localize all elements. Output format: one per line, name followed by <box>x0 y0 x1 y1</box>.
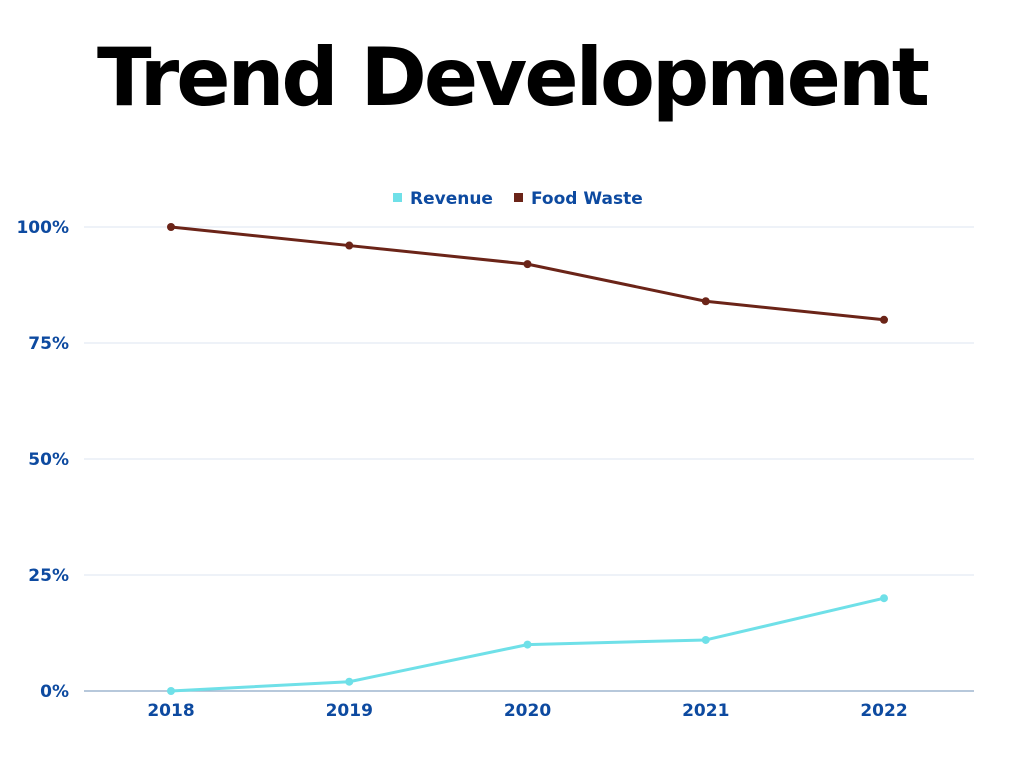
y-tick-label: 75% <box>28 334 69 354</box>
x-tick-label: 2022 <box>860 701 907 721</box>
y-tick-label: 100% <box>16 218 69 238</box>
data-point-revenue <box>167 687 175 695</box>
legend-swatch-food-waste <box>514 193 523 202</box>
x-tick-label: 2018 <box>147 701 194 721</box>
data-point-revenue <box>880 594 888 603</box>
data-point-food-waste <box>701 297 710 306</box>
data-point-food-waste <box>345 241 354 250</box>
data-point-food-waste <box>880 315 888 324</box>
data-point-food-waste <box>523 260 532 269</box>
legend-label: Revenue <box>410 189 493 209</box>
legend-swatch-revenue <box>393 193 402 202</box>
y-tick-label: 0% <box>40 682 69 702</box>
legend-label: Food Waste <box>531 189 643 209</box>
data-point-food-waste <box>167 223 175 231</box>
x-tick-label: 2020 <box>504 701 551 721</box>
page-title: Trend Development <box>96 31 930 124</box>
y-tick-label: 25% <box>28 566 69 586</box>
x-tick-label: 2021 <box>682 701 729 721</box>
y-tick-label: 50% <box>28 450 69 470</box>
data-point-revenue <box>523 640 532 649</box>
data-point-revenue <box>345 677 354 686</box>
x-tick-label: 2019 <box>326 701 373 721</box>
data-point-revenue <box>701 635 710 644</box>
series-line-food-waste <box>169 225 886 322</box>
